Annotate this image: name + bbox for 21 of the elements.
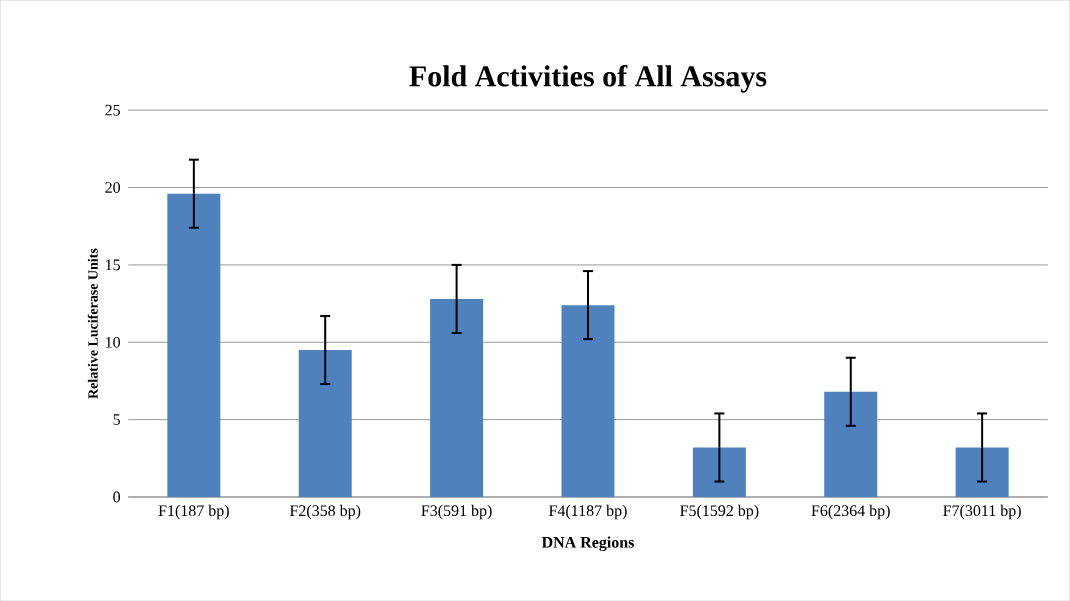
x-tick-label: F3(591 bp) (421, 504, 492, 520)
y-tick-label: 25 (105, 104, 120, 116)
x-tick-label: F1(187 bp) (158, 504, 229, 520)
y-tick-label: 10 (106, 336, 121, 348)
x-tick-label: F2(358 bp) (289, 504, 361, 520)
y-tick-label: 15 (106, 259, 120, 271)
x-tick-label: F4(1187 bp) (548, 504, 627, 520)
x-tick-label: F5(1592 bp) (680, 504, 759, 520)
y-tick-label: 20 (105, 182, 121, 193)
y-axis-title: Relative Luciferase Units (87, 248, 98, 399)
bar (298, 349, 352, 497)
bar (561, 305, 615, 497)
bar (824, 391, 878, 497)
x-tick-label: F6(2364 bp) (811, 504, 890, 520)
y-tick-label: 0 (113, 491, 121, 503)
bar (430, 298, 484, 497)
bar (167, 193, 221, 497)
x-tick-label: F7(3011 bp) (943, 504, 1021, 520)
x-axis-title: DNA Regions (541, 536, 634, 551)
y-tick-label: 5 (113, 414, 120, 425)
chart-title: Fold Activities of All Assays (409, 64, 767, 93)
